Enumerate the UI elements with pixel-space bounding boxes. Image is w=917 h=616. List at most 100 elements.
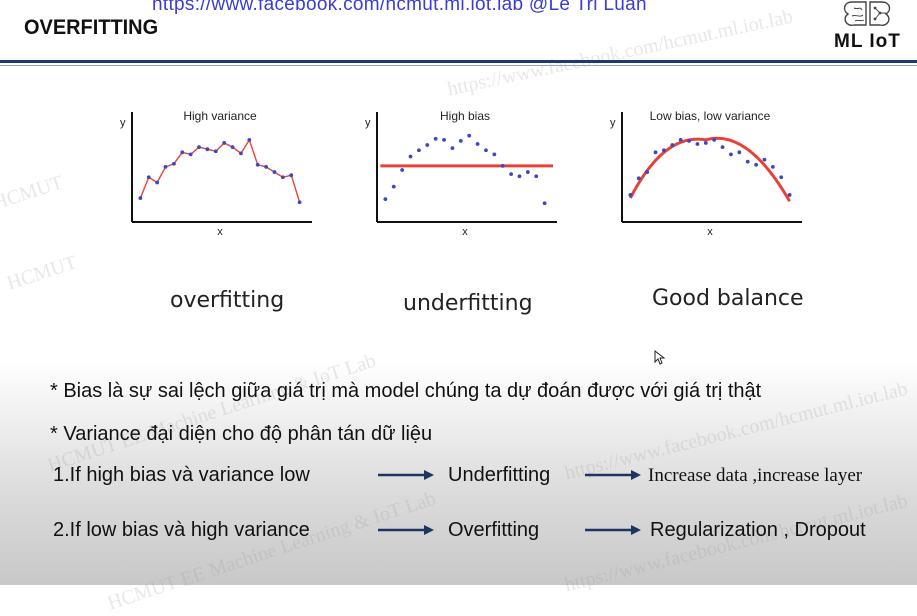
rule2-condition: 2.If low bias và high variance bbox=[53, 519, 310, 541]
watermark-fb-1: https://www.facebook.com/hcmut.ml.iot.la… bbox=[445, 5, 795, 101]
data-point bbox=[197, 145, 201, 150]
data-point bbox=[762, 157, 767, 162]
data-point bbox=[239, 151, 243, 156]
rule1-condition: 1.If high bias và variance low bbox=[53, 464, 310, 486]
x-axis-label: x bbox=[217, 226, 223, 238]
data-point bbox=[517, 174, 522, 179]
y-axis-label: y bbox=[610, 117, 616, 129]
data-point bbox=[653, 150, 658, 155]
rule1-arrow1-icon bbox=[378, 470, 434, 480]
data-point bbox=[408, 154, 413, 159]
data-point bbox=[280, 175, 285, 180]
data-point bbox=[213, 149, 218, 154]
facebook-url-banner[interactable]: https://www.facebook.com/hcmut.ml.iot.la… bbox=[152, 0, 647, 15]
fit-line bbox=[629, 136, 791, 202]
logo-text: ML IoT bbox=[834, 31, 901, 52]
bullet-variance: * Variance đại diện cho độ phân tán dữ l… bbox=[50, 423, 433, 445]
data-point bbox=[180, 150, 185, 155]
data-point bbox=[770, 164, 775, 169]
chart-title: High bias bbox=[440, 109, 490, 123]
data-point bbox=[525, 170, 530, 174]
rule2-arrow2-icon bbox=[585, 525, 641, 535]
data-point bbox=[745, 159, 750, 164]
data-point bbox=[391, 184, 396, 189]
data-point bbox=[720, 145, 725, 150]
data-point bbox=[264, 164, 268, 169]
rule2-arrow1-icon bbox=[378, 525, 434, 535]
rule1-result: Underfitting bbox=[448, 464, 551, 486]
data-point bbox=[433, 136, 438, 141]
data-point bbox=[729, 152, 733, 157]
caption-underfitting: underfitting bbox=[403, 291, 533, 316]
plot-overfitting: High variance y x bbox=[112, 100, 317, 240]
data-point bbox=[645, 170, 650, 174]
bullet-bias: * Bias là sự sai lệch giữa giá trị mà mo… bbox=[50, 380, 762, 402]
data-point bbox=[417, 148, 421, 153]
data-point bbox=[754, 162, 758, 167]
data-point bbox=[492, 152, 497, 157]
rule2-result: Overfitting bbox=[448, 519, 540, 541]
data-point bbox=[678, 137, 683, 142]
rule1-action: Increase data ,increase layer bbox=[648, 465, 863, 486]
good-balance-chart: Low bias, low variance y x bbox=[610, 109, 802, 238]
data-point bbox=[484, 148, 488, 153]
watermark-hcmut-1: HCMUT bbox=[0, 171, 66, 215]
data-point bbox=[500, 163, 505, 168]
data-point bbox=[297, 200, 302, 205]
rule1-arrow2-icon bbox=[585, 470, 641, 480]
data-point bbox=[205, 147, 210, 152]
data-point bbox=[509, 172, 513, 177]
data-point bbox=[138, 196, 143, 200]
data-point bbox=[400, 168, 405, 172]
data-point bbox=[534, 174, 539, 179]
header-rule-thin bbox=[0, 65, 917, 66]
data-point bbox=[670, 143, 675, 147]
data-point bbox=[687, 138, 691, 143]
data-point bbox=[163, 164, 168, 169]
data-point bbox=[172, 161, 176, 166]
data-point bbox=[272, 170, 277, 174]
overfitting-chart: High variance y x bbox=[120, 109, 312, 238]
data-point bbox=[712, 137, 717, 142]
y-axis-label: y bbox=[120, 117, 126, 129]
data-point bbox=[542, 201, 547, 206]
data-point bbox=[787, 193, 792, 197]
data-point bbox=[467, 133, 472, 138]
chart-title: High variance bbox=[183, 109, 257, 123]
plot-good-balance: Low bias, low variance y x bbox=[602, 100, 807, 240]
data-point bbox=[383, 197, 388, 202]
data-point bbox=[628, 193, 633, 197]
data-point bbox=[458, 138, 463, 143]
data-point bbox=[146, 175, 151, 180]
chart-title: Low bias, low variance bbox=[650, 109, 771, 123]
plot-underfitting: High bias y x bbox=[357, 100, 562, 240]
underfitting-chart: High bias y x bbox=[365, 109, 557, 238]
data-point bbox=[737, 150, 742, 155]
brain-circuit-icon bbox=[843, 1, 891, 26]
bottom-shade bbox=[0, 360, 917, 585]
watermark-hcmut-2: HCMUT bbox=[4, 251, 80, 295]
data-point bbox=[255, 162, 260, 167]
data-point bbox=[475, 142, 480, 146]
data-point bbox=[222, 141, 227, 145]
data-point bbox=[188, 152, 193, 157]
header-rule bbox=[0, 60, 917, 63]
ml-iot-logo: ML IoT bbox=[830, 0, 917, 58]
data-point bbox=[425, 143, 430, 147]
caption-good-balance: Good balance bbox=[652, 286, 804, 311]
rule2-action: Regularization , Dropout bbox=[650, 519, 866, 541]
data-point bbox=[450, 146, 455, 151]
data-point bbox=[695, 142, 700, 146]
x-axis-label: x bbox=[462, 226, 468, 238]
caption-overfitting: overfitting bbox=[170, 288, 285, 313]
data-point bbox=[155, 180, 160, 185]
slide-title: OVERFITTING bbox=[24, 16, 159, 39]
data-point bbox=[636, 176, 641, 181]
data-point bbox=[230, 145, 235, 150]
data-point bbox=[247, 137, 252, 142]
mouse-cursor-icon bbox=[654, 350, 666, 365]
x-axis-label: x bbox=[707, 226, 713, 238]
data-point bbox=[662, 148, 666, 153]
y-axis-label: y bbox=[365, 117, 371, 129]
data-point bbox=[703, 141, 708, 145]
